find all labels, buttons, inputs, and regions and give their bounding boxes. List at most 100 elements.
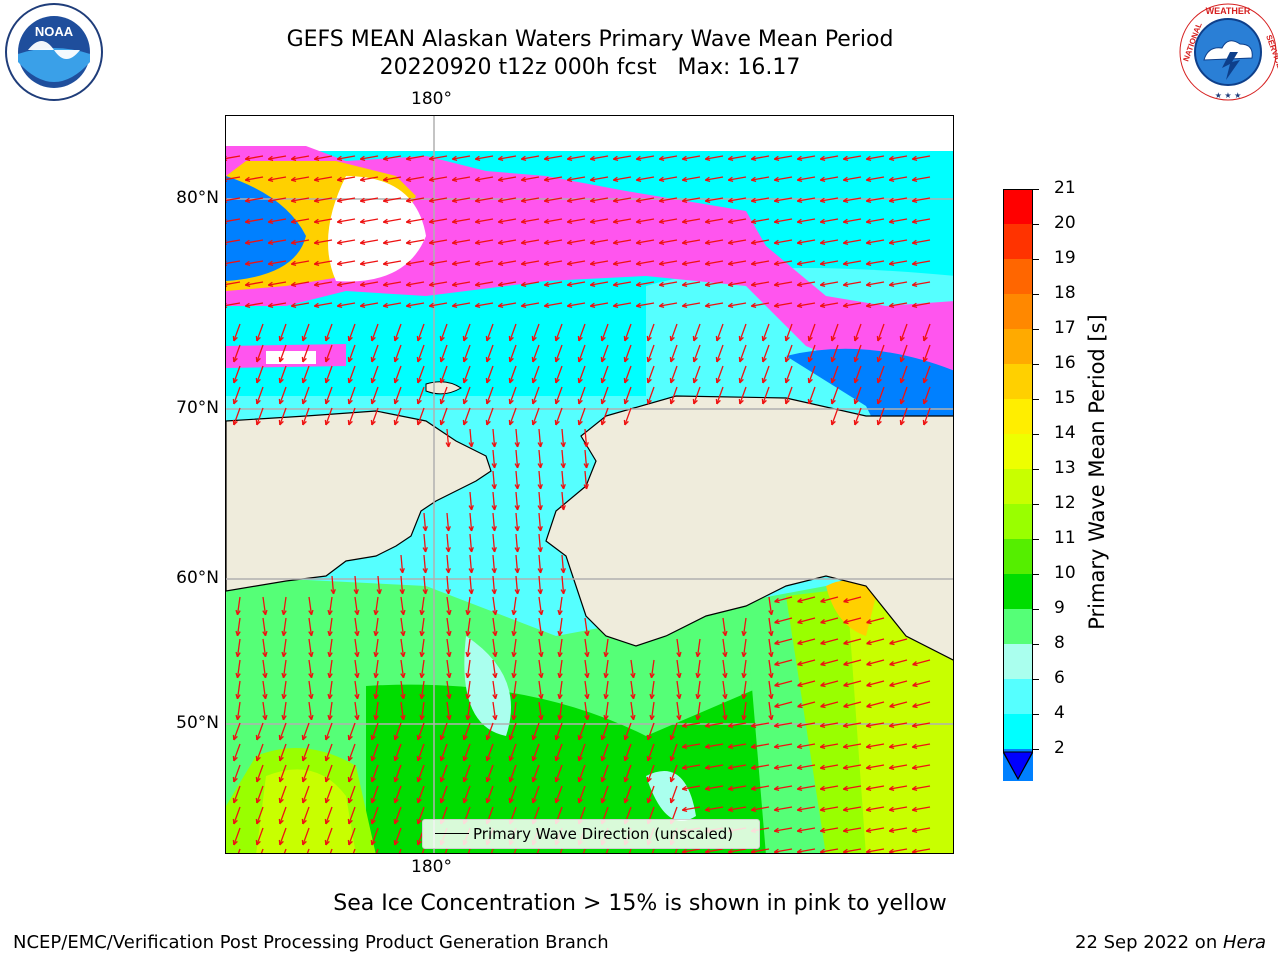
wave-arrow bbox=[226, 281, 241, 286]
wave-arrow-head bbox=[400, 694, 405, 700]
wave-arrow-head bbox=[537, 505, 542, 511]
wave-arrow-head bbox=[474, 281, 480, 286]
wave-arrow bbox=[291, 176, 310, 181]
wave-arrow bbox=[774, 659, 793, 666]
wave-arrow-head bbox=[235, 672, 239, 679]
wave-arrow-head bbox=[866, 618, 871, 624]
wave-arrow-head bbox=[635, 218, 641, 223]
wave-arrow bbox=[417, 344, 425, 363]
wave-arrow bbox=[492, 680, 497, 699]
wave-arrow bbox=[768, 638, 773, 657]
wave-arrow-head bbox=[865, 281, 871, 286]
wave-arrow bbox=[325, 365, 333, 384]
wave-arrow-head bbox=[376, 589, 381, 595]
wave-arrow bbox=[417, 386, 425, 405]
wave-arrow bbox=[302, 764, 310, 783]
wave-arrow bbox=[360, 302, 379, 307]
wave-arrow bbox=[360, 197, 379, 202]
wave-arrow bbox=[509, 407, 517, 426]
wave-arrow bbox=[466, 701, 471, 720]
wave-arrow-head bbox=[336, 239, 342, 244]
wave-arrow bbox=[912, 659, 931, 666]
wave-arrow-head bbox=[445, 526, 450, 532]
wave-arrow bbox=[521, 302, 540, 307]
wave-arrow bbox=[820, 806, 839, 811]
wave-arrow bbox=[348, 785, 356, 804]
wave-arrow-head bbox=[244, 239, 250, 244]
wave-arrow bbox=[843, 218, 862, 223]
wave-arrow bbox=[820, 197, 839, 202]
wave-arrow bbox=[492, 659, 497, 678]
wave-arrow bbox=[797, 785, 816, 790]
wave-arrow bbox=[486, 323, 494, 342]
wave-arrow bbox=[590, 155, 609, 160]
wave-arrow bbox=[670, 365, 678, 384]
wave-arrow bbox=[538, 701, 543, 720]
wave-arrow bbox=[417, 785, 425, 804]
wave-arrow-head bbox=[676, 694, 681, 700]
wave-arrow-head bbox=[336, 281, 342, 286]
wave-arrow-head bbox=[866, 702, 871, 708]
wave-arrow bbox=[912, 764, 931, 769]
wave-arrow bbox=[912, 176, 931, 181]
wave-arrow bbox=[515, 554, 519, 573]
colorbar-band bbox=[1003, 399, 1033, 434]
wave-arrow-head bbox=[428, 260, 434, 265]
wave-arrow bbox=[854, 386, 862, 405]
wave-arrow bbox=[374, 638, 379, 657]
wave-arrow-head bbox=[327, 672, 331, 679]
wave-arrow bbox=[578, 722, 586, 741]
wave-arrow-head bbox=[419, 630, 423, 637]
wave-arrow bbox=[820, 239, 839, 244]
wave-arrow-head bbox=[244, 176, 250, 181]
wave-arrow bbox=[509, 323, 517, 342]
wave-arrow-head bbox=[514, 589, 519, 595]
wave-arrow-head bbox=[583, 463, 588, 469]
wave-arrow-head bbox=[750, 302, 756, 307]
wave-arrow-head bbox=[514, 484, 519, 490]
wave-arrow bbox=[742, 680, 747, 699]
wave-arrow bbox=[716, 344, 724, 363]
wave-arrow-head bbox=[612, 218, 618, 223]
wave-arrow bbox=[912, 680, 931, 687]
wave-arrow bbox=[728, 764, 747, 769]
wave-arrow-head bbox=[244, 281, 250, 286]
wave-arrow-head bbox=[819, 848, 825, 853]
wave-arrow bbox=[889, 785, 908, 790]
wave-arrow bbox=[820, 785, 839, 790]
wave-arrow bbox=[682, 218, 701, 223]
wave-arrow bbox=[900, 386, 908, 405]
wave-arrow bbox=[268, 197, 287, 202]
wave-arrow-head bbox=[330, 589, 335, 595]
wave-arrow-head bbox=[428, 302, 434, 307]
title-line-1: GEFS MEAN Alaskan Waters Primary Wave Me… bbox=[286, 27, 894, 52]
wave-arrow-head bbox=[584, 673, 589, 679]
wave-arrow bbox=[394, 806, 402, 825]
wave-arrow-head bbox=[373, 609, 377, 616]
wave-arrow bbox=[256, 365, 264, 384]
wave-arrow bbox=[866, 302, 885, 307]
wave-arrow bbox=[328, 680, 333, 699]
wave-arrow bbox=[578, 323, 586, 342]
wave-arrow-head bbox=[796, 764, 802, 769]
wave-arrow-head bbox=[649, 693, 653, 700]
wave-arrow-head bbox=[373, 651, 377, 658]
land-masses bbox=[226, 381, 953, 661]
wave-arrow-head bbox=[658, 302, 664, 307]
wave-arrow-head bbox=[584, 715, 589, 721]
wave-arrow-head bbox=[428, 197, 434, 202]
wave-arrow bbox=[808, 386, 816, 405]
wave-arrow bbox=[233, 344, 241, 363]
wave-arrow-head bbox=[474, 239, 480, 244]
wave-arrow-head bbox=[235, 651, 239, 658]
wave-arrow-head bbox=[630, 715, 635, 721]
wave-arrow-head bbox=[354, 610, 359, 616]
wave-arrow bbox=[742, 617, 747, 636]
wave-arrow bbox=[538, 470, 542, 489]
wave-arrow bbox=[567, 197, 586, 202]
wave-arrow bbox=[797, 806, 816, 811]
wave-arrow-head bbox=[514, 505, 519, 511]
wave-arrow-head bbox=[405, 155, 411, 160]
wave-arrow bbox=[728, 260, 747, 265]
wave-arrow-head bbox=[520, 218, 526, 223]
